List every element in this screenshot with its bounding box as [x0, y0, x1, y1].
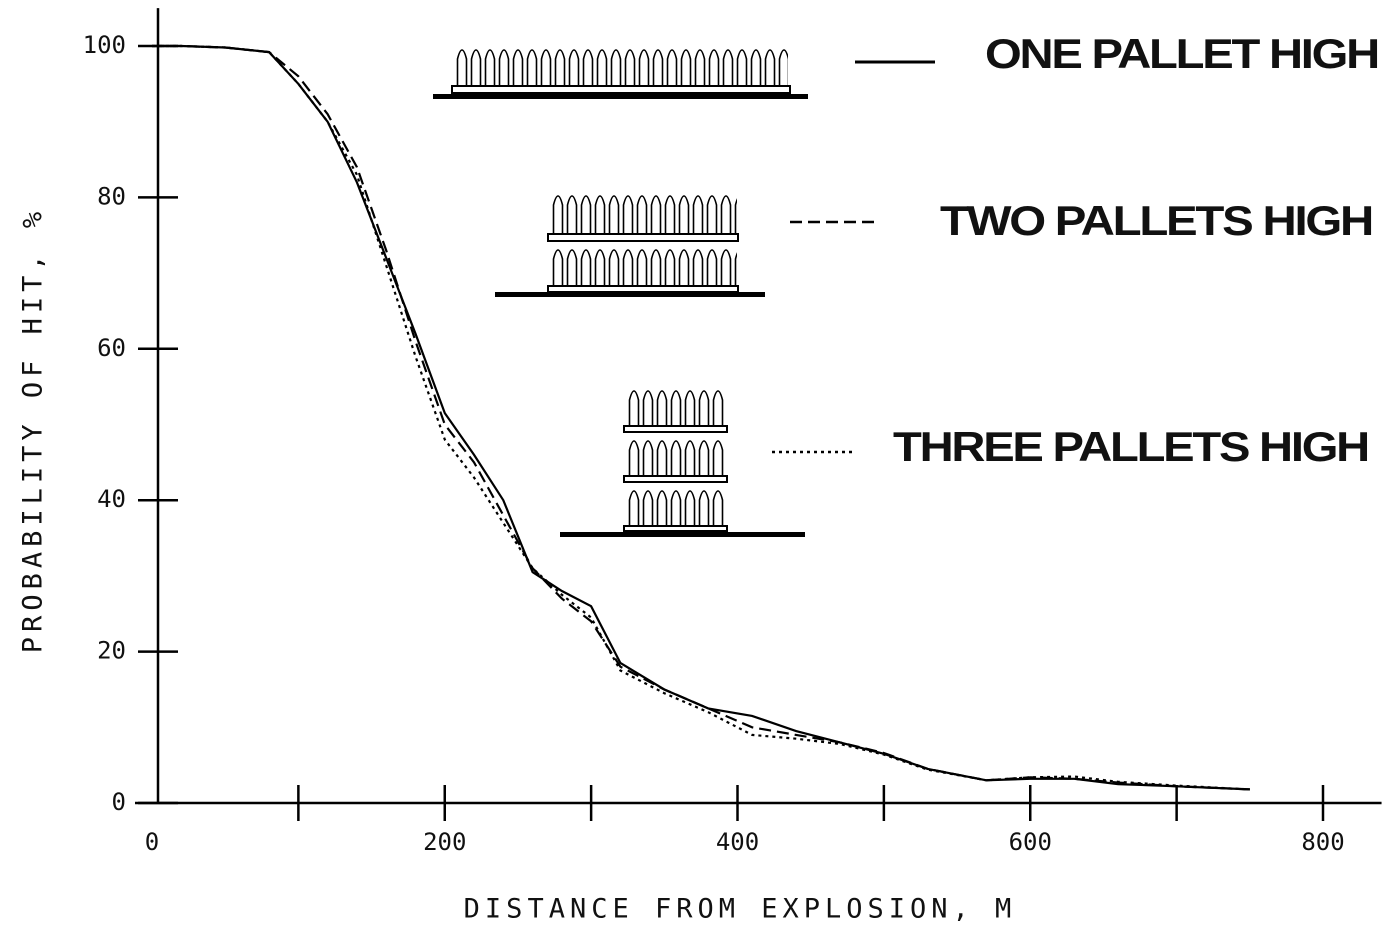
x-tick-label: 0 [145, 828, 159, 856]
data-line [152, 44, 1250, 791]
x-tick-label: 200 [423, 828, 466, 856]
y-tick-label: 40 [97, 485, 126, 513]
y-axis-label: PROBABILITY OF HIT, % [18, 207, 49, 653]
pallet-icon-one [433, 42, 808, 99]
legend-label: THREE PALLETS HIGH [893, 423, 1368, 470]
legend-label: TWO PALLETS HIGH [940, 197, 1372, 244]
pallet-icon-two [495, 188, 765, 297]
x-axis-label: DISTANCE FROM EXPLOSION, M [464, 894, 1017, 925]
legend-label: ONE PALLET HIGH [985, 30, 1378, 77]
y-tick-label: 60 [97, 334, 126, 362]
pallet-icon-three [560, 383, 805, 537]
x-tick-label: 800 [1301, 828, 1344, 856]
y-tick-label: 80 [97, 182, 126, 210]
y-tick-label: 20 [97, 637, 126, 665]
y-tick-label: 100 [83, 31, 126, 59]
x-tick-label: 400 [716, 828, 759, 856]
data-line [152, 44, 1250, 791]
y-tick-label: 0 [112, 788, 126, 816]
x-tick-label: 600 [1009, 828, 1052, 856]
